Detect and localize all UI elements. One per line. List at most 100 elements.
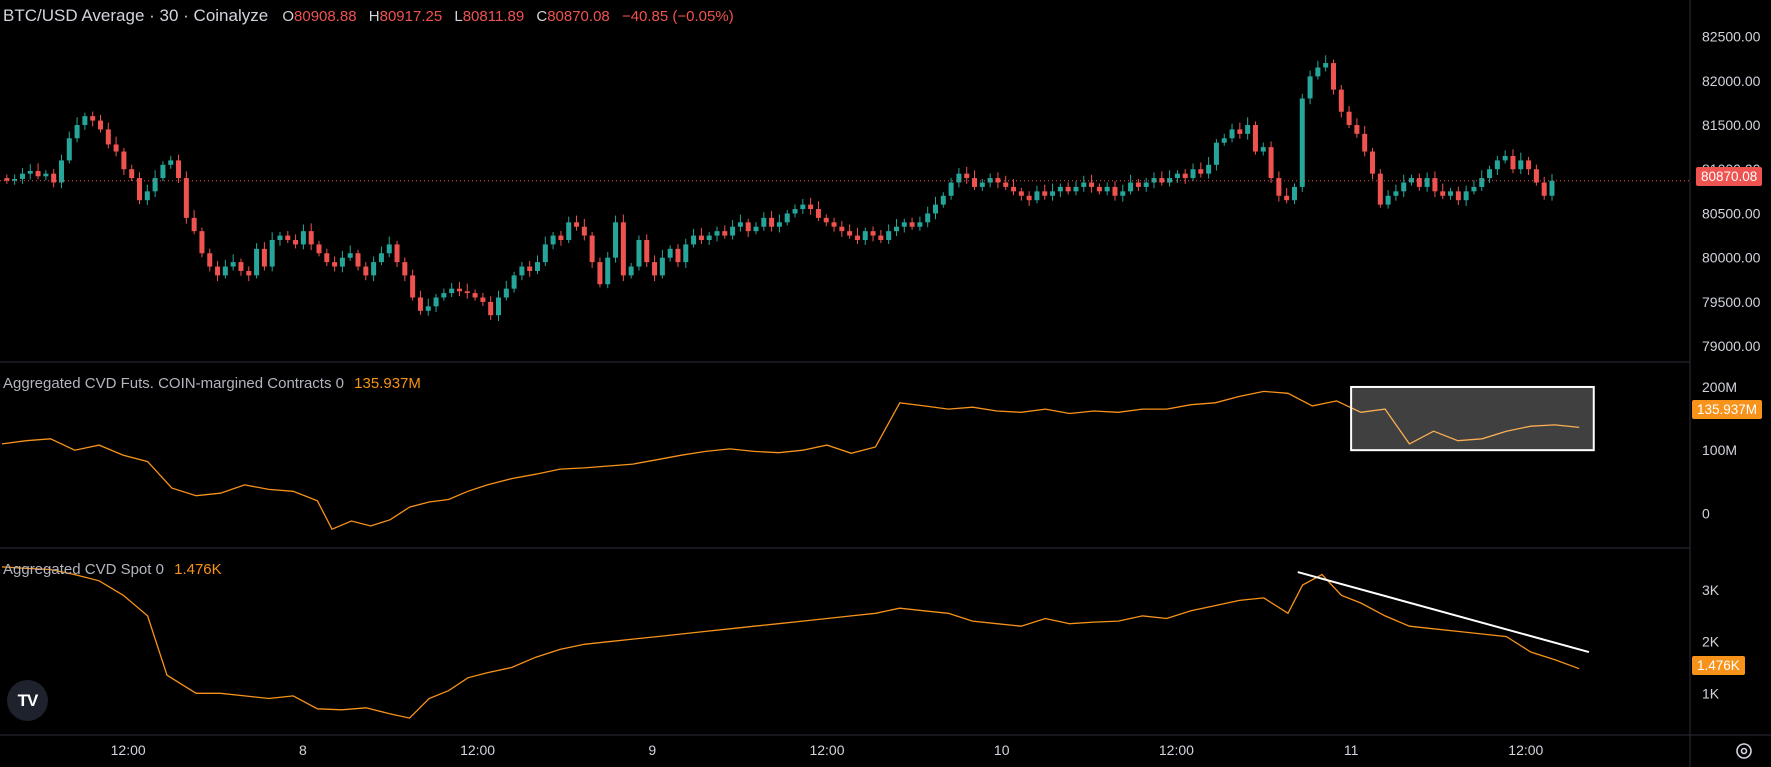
symbol-title[interactable]: BTC/USD Average · 30 · Coinalyze bbox=[3, 6, 269, 25]
candle-body bbox=[862, 231, 868, 240]
candle-body bbox=[1252, 125, 1258, 152]
candle-body bbox=[1042, 191, 1048, 196]
candle-body bbox=[1112, 186, 1118, 196]
candle-body bbox=[535, 262, 541, 271]
candle-body bbox=[1011, 186, 1017, 192]
candle-body bbox=[12, 178, 18, 181]
spot-indicator-name[interactable]: Aggregated CVD Spot 0 bbox=[3, 561, 164, 578]
candle-body bbox=[815, 209, 821, 218]
candle-body bbox=[1182, 173, 1188, 179]
futs-indicator-value: 135.937M bbox=[354, 375, 421, 392]
candle-body bbox=[1299, 98, 1305, 187]
price-tick-label: 81500.00 bbox=[1702, 117, 1761, 133]
candle-body bbox=[870, 231, 876, 236]
candle-body bbox=[1050, 191, 1056, 196]
candle-body bbox=[613, 222, 619, 258]
candle-body bbox=[769, 217, 775, 227]
candle-body bbox=[620, 222, 626, 276]
candle-body bbox=[1541, 182, 1547, 196]
time-tick-label: 8 bbox=[299, 742, 307, 758]
candle-body bbox=[441, 293, 447, 298]
candle-body bbox=[105, 129, 111, 145]
candle-body bbox=[761, 217, 767, 227]
candle-body bbox=[1471, 186, 1477, 192]
candle-body bbox=[644, 240, 650, 263]
candle-body bbox=[355, 253, 361, 267]
candle-body bbox=[300, 231, 306, 245]
candle-body bbox=[113, 144, 119, 152]
futs-indicator-name[interactable]: Aggregated CVD Futs. COIN-margined Contr… bbox=[3, 375, 344, 392]
candle-body bbox=[27, 171, 33, 174]
candle-body bbox=[1245, 125, 1251, 134]
current-price-tag: 80870.08 bbox=[1696, 167, 1763, 186]
candle-body bbox=[308, 231, 314, 245]
candle-body bbox=[1151, 178, 1157, 183]
candle-body bbox=[176, 160, 182, 179]
candle-body bbox=[1268, 147, 1274, 179]
candle-body bbox=[472, 293, 478, 298]
candle-body bbox=[191, 217, 197, 232]
time-tick-label: 12:00 bbox=[111, 742, 146, 758]
indicator-tick-label: 200M bbox=[1702, 379, 1737, 395]
indicator-tick-label: 1K bbox=[1702, 685, 1720, 701]
cvd-spot-pane[interactable] bbox=[1, 566, 1590, 719]
candle-body bbox=[1174, 173, 1180, 179]
candle-body bbox=[800, 204, 806, 210]
price-tick-label: 82000.00 bbox=[1702, 73, 1761, 89]
open-label: O bbox=[282, 8, 295, 25]
candle-body bbox=[1143, 182, 1149, 187]
candle-body bbox=[495, 297, 501, 316]
candle-body bbox=[183, 178, 189, 218]
candle-body bbox=[558, 235, 564, 240]
candle-body bbox=[1346, 111, 1352, 125]
candle-body bbox=[1377, 173, 1383, 205]
candle-body bbox=[854, 235, 860, 240]
candle-body bbox=[339, 257, 345, 267]
candle-body bbox=[839, 226, 845, 232]
candle-body bbox=[433, 297, 439, 307]
candle-body bbox=[293, 240, 299, 245]
candle-body bbox=[940, 195, 946, 205]
candle-body bbox=[917, 222, 923, 227]
candle-body bbox=[550, 235, 556, 245]
price-tick-label: 80000.00 bbox=[1702, 250, 1761, 266]
candle-body bbox=[199, 231, 205, 254]
candle-body bbox=[1221, 138, 1227, 143]
candle-body bbox=[706, 235, 712, 240]
candle-body bbox=[1479, 178, 1485, 187]
tradingview-logo-icon[interactable]: TV bbox=[7, 680, 48, 721]
cvd-line bbox=[1, 390, 1580, 531]
price-pane[interactable] bbox=[0, 55, 1690, 321]
candle-body bbox=[1284, 195, 1290, 201]
candle-body bbox=[1354, 125, 1360, 134]
candle-body bbox=[503, 288, 509, 298]
candle-body bbox=[347, 253, 353, 258]
candle-body bbox=[1026, 195, 1032, 201]
candle-body bbox=[378, 253, 384, 263]
candle-body bbox=[605, 257, 611, 285]
candle-body bbox=[1323, 63, 1329, 68]
low-value: 80811.89 bbox=[462, 8, 525, 25]
candle-body bbox=[1167, 178, 1173, 183]
candle-body bbox=[4, 178, 10, 181]
price-tick-label: 80500.00 bbox=[1702, 205, 1761, 221]
candle-body bbox=[730, 226, 736, 236]
cvd-futs-pane[interactable] bbox=[1, 385, 1595, 531]
candle-body bbox=[542, 244, 548, 263]
time-tick-label: 9 bbox=[648, 742, 656, 758]
candle-body bbox=[1370, 151, 1376, 174]
gear-icon[interactable] bbox=[1734, 741, 1754, 761]
candle-body bbox=[425, 306, 431, 311]
candle-body bbox=[628, 266, 634, 276]
time-tick-label: 10 bbox=[994, 742, 1010, 758]
candle-body bbox=[137, 178, 143, 201]
candle-body bbox=[1018, 191, 1024, 196]
candle-body bbox=[1276, 178, 1282, 196]
candle-body bbox=[449, 288, 455, 294]
candle-body bbox=[886, 231, 892, 240]
close-value: 80870.08 bbox=[547, 8, 610, 25]
candle-body bbox=[1260, 147, 1266, 152]
candle-body bbox=[1190, 169, 1196, 179]
candle-body bbox=[1065, 186, 1071, 192]
